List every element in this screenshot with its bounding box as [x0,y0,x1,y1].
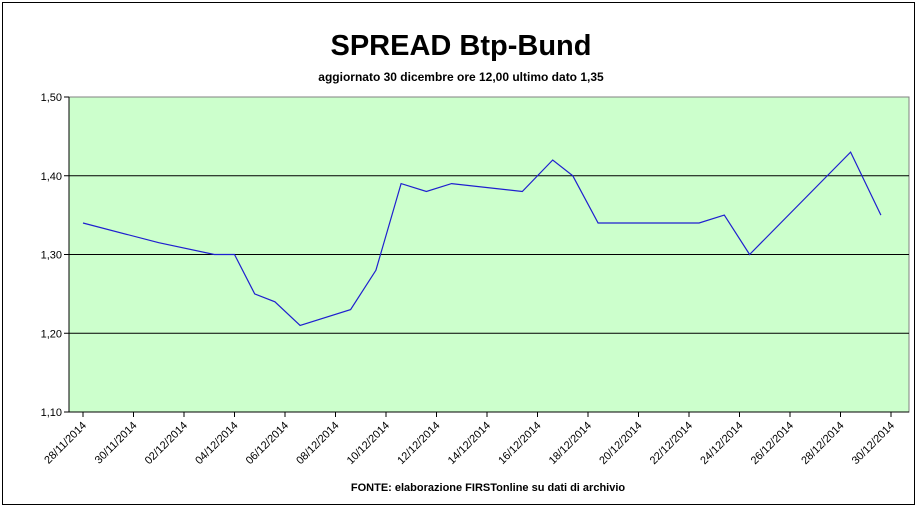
x-tick-label: 26/12/2014 [749,420,796,467]
x-tick-label: 22/12/2014 [648,420,695,467]
x-tick-label: 08/12/2014 [294,420,341,467]
x-tick-label: 12/12/2014 [395,420,442,467]
y-tick-label: 1,10 [41,407,62,419]
chart-subtitle: aggiornato 30 dicembre ore 12,00 ultimo … [318,70,604,84]
x-tick-label: 30/12/2014 [850,420,897,467]
x-tick-label: 16/12/2014 [496,420,543,467]
x-tick-label: 18/12/2014 [547,420,594,467]
x-tick-label: 02/12/2014 [143,420,190,467]
x-tick-label: 24/12/2014 [698,420,745,467]
x-tick-label: 06/12/2014 [244,420,291,467]
chart-source: FONTE: elaborazione FIRSTonline su dati … [351,482,625,494]
y-axis-ticks: 1,10 1,20 1,30 1,40 1,50 [41,92,69,419]
y-tick-label: 1,30 [41,250,62,262]
x-tick-label: 28/11/2014 [42,420,89,467]
x-tick-label: 14/12/2014 [446,420,493,467]
line-chart: SPREAD Btp-Bund aggiornato 30 dicembre o… [41,30,910,494]
chart-title: SPREAD Btp-Bund [331,30,592,62]
x-tick-label: 04/12/2014 [193,420,240,467]
x-tick-label: 10/12/2014 [345,420,392,467]
y-tick-label: 1,20 [41,328,62,340]
gridlines [69,175,909,334]
x-tick-label: 20/12/2014 [597,420,644,467]
x-tick-label: 30/11/2014 [93,420,140,467]
y-tick-label: 1,40 [41,171,62,183]
x-tick-label: 28/12/2014 [799,420,846,467]
y-tick-label: 1,50 [41,92,62,104]
series-line [82,151,882,327]
chart-frame: SPREAD Btp-Bund aggiornato 30 dicembre o… [2,2,915,505]
x-axis-ticks: 28/11/2014 30/11/2014 02/12/2014 04/12/2014… [42,412,897,467]
